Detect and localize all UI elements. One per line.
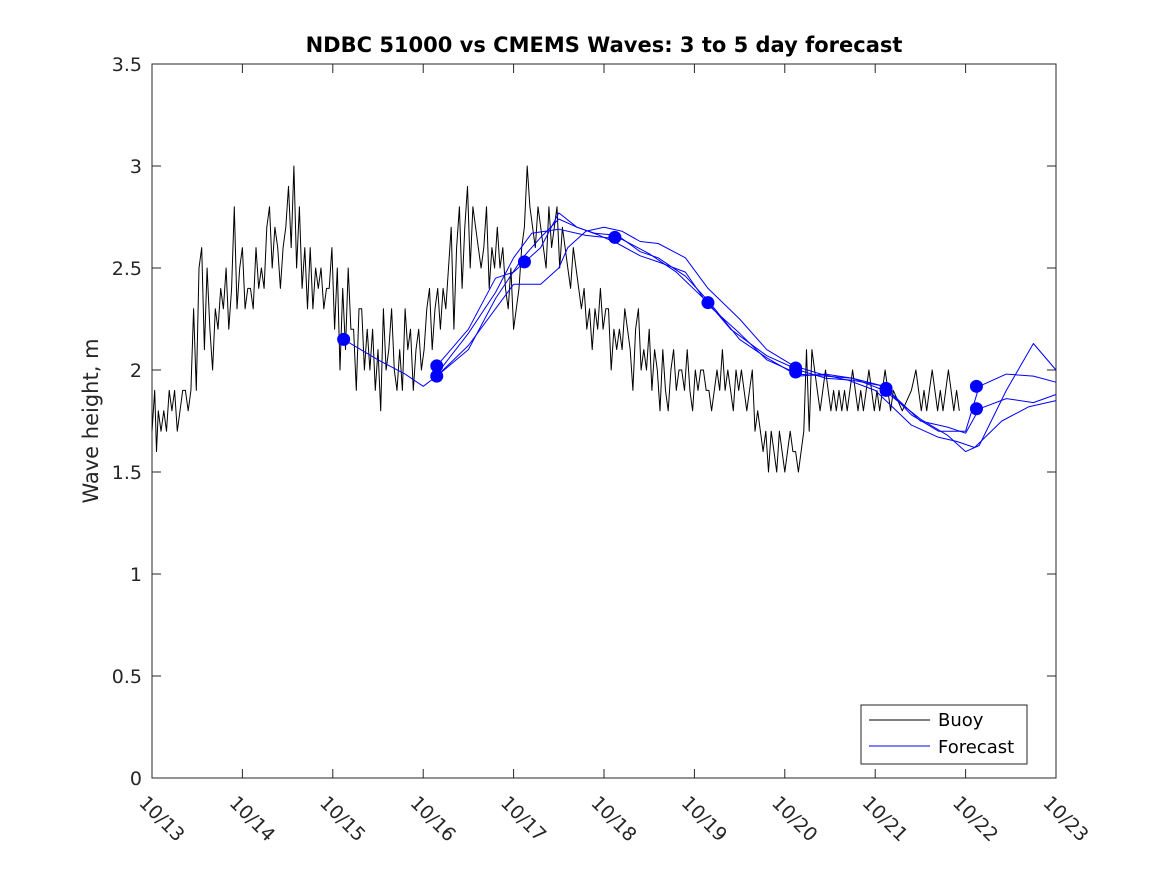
y-axis: 0 0.5 1 1.5 2 2.5 3 3.5 (112, 54, 1056, 790)
y-tick-label: 2 (130, 360, 142, 382)
y-tick-label: 2.5 (112, 258, 142, 280)
forecast-marker (337, 332, 351, 346)
forecast-series-line (436, 228, 1057, 432)
forecast-marker (969, 402, 983, 416)
marker-layer (337, 230, 983, 416)
forecast-marker (701, 296, 715, 310)
forecast-marker (430, 369, 444, 383)
series-layer (151, 165, 1057, 473)
forecast-series-line (436, 212, 1057, 434)
legend-forecast-label: Forecast (938, 737, 1014, 758)
y-tick-label: 3.5 (112, 54, 142, 76)
y-axis-label: Wave height, m (79, 338, 103, 503)
y-tick-label: 1.5 (112, 462, 142, 484)
y-tick-label: 0.5 (112, 666, 142, 688)
legend: Buoy Forecast (860, 704, 1028, 765)
forecast-marker (789, 365, 803, 379)
y-tick-label: 0 (130, 768, 142, 790)
forecast-marker (430, 359, 444, 373)
y-tick-label: 1 (130, 564, 142, 586)
chart-title: NDBC 51000 vs CMEMS Waves: 3 to 5 day fo… (306, 33, 903, 57)
y-tick-label: 3 (130, 156, 142, 178)
legend-box (860, 704, 1028, 765)
legend-buoy-label: Buoy (938, 710, 984, 731)
forecast-marker (969, 379, 983, 393)
forecast-marker (608, 230, 622, 244)
forecast-marker (879, 383, 893, 397)
plot-area (151, 63, 1057, 779)
forecast-marker (517, 255, 531, 269)
forecast-series-line (343, 226, 1057, 448)
forecast-series-line (436, 218, 1057, 453)
buoy-series-line (151, 165, 960, 473)
